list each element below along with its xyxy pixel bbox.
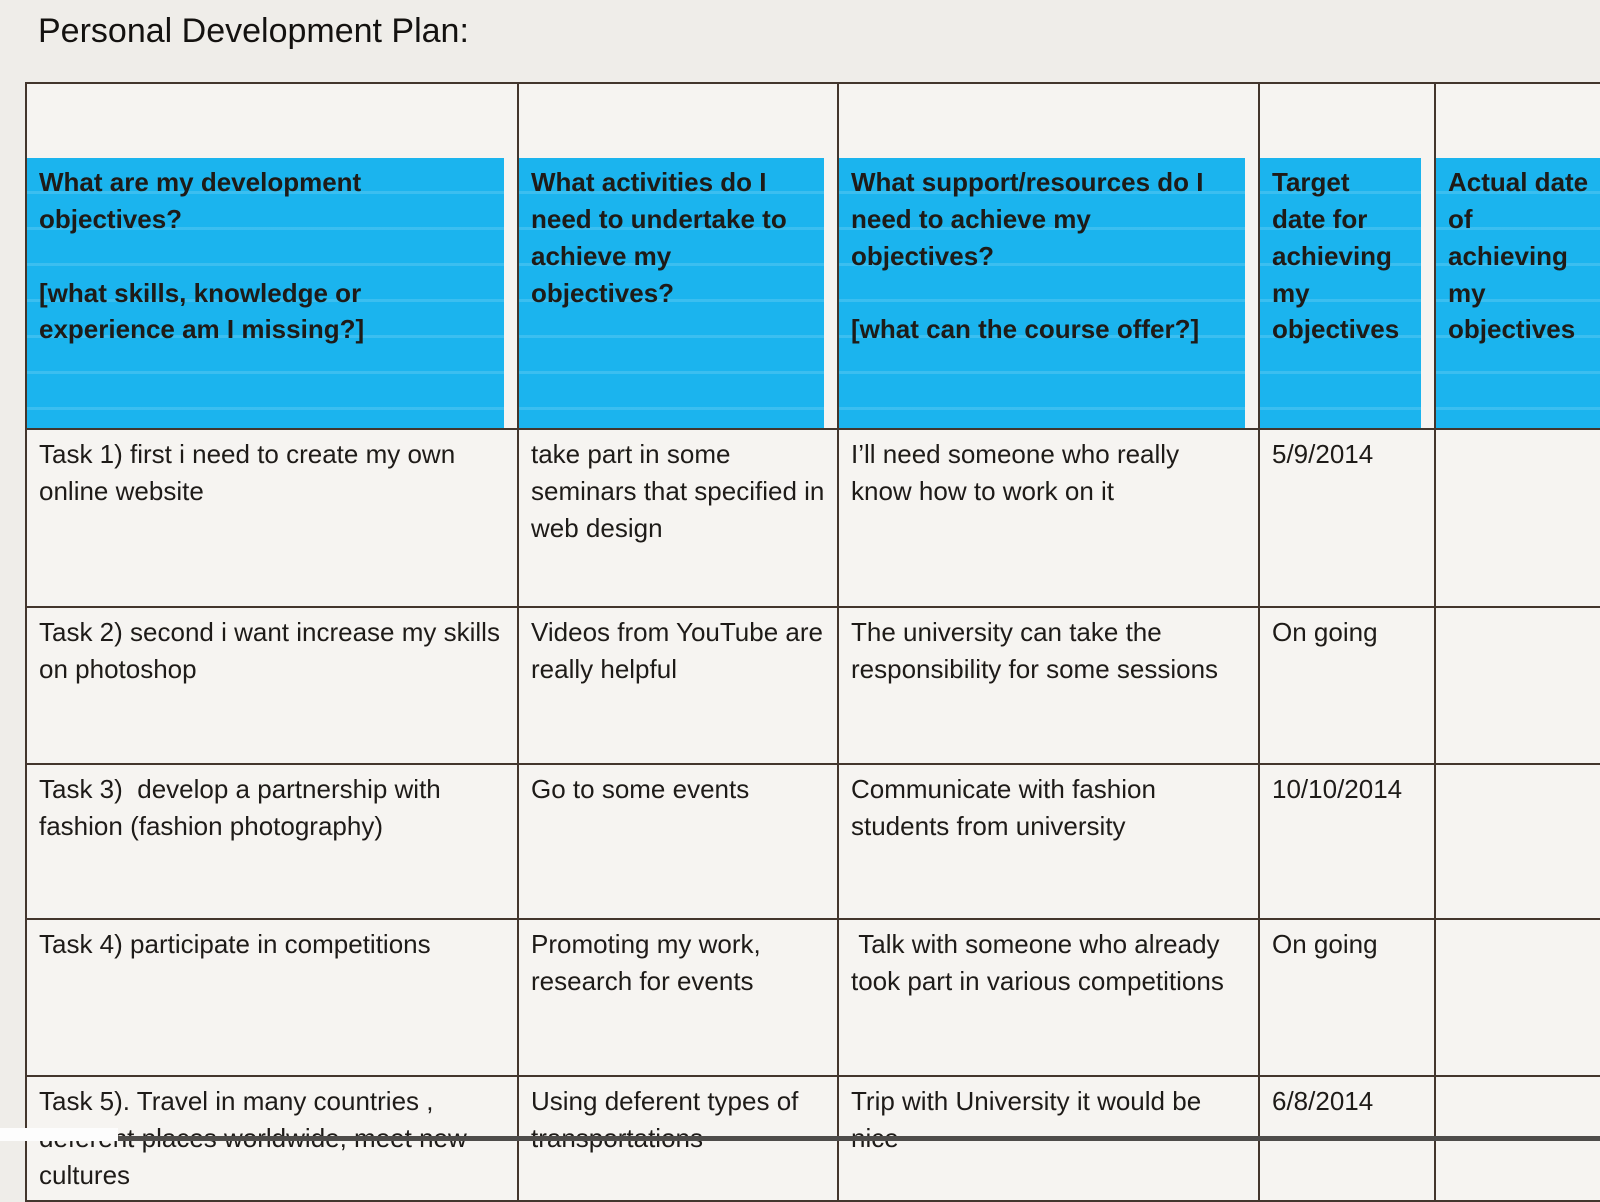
bottom-edge-line [118, 1136, 1600, 1141]
table-row: Task 2) second i want increase my skills… [25, 606, 1600, 766]
bottom-left-corner-artifact [0, 1128, 118, 1141]
column-header-target-date: Target date for achieving my objectives [1258, 81, 1436, 431]
cell-task1-actual-date [1434, 428, 1600, 609]
column-header-support-label: What support/resources do I need to achi… [840, 157, 1245, 428]
cell-task2-support: The university can take the responsibili… [837, 606, 1260, 766]
cell-task3-support: Communicate with fashion students from u… [837, 763, 1260, 921]
table-row: Task 1) first i need to create my own on… [25, 428, 1600, 609]
cell-task1-target-date: 5/9/2014 [1258, 428, 1436, 609]
column-header-objectives: What are my development objectives? [wha… [25, 81, 519, 431]
cell-task2-activities: Videos from YouTube are really helpful [517, 606, 839, 766]
column-header-target-date-label: Target date for achieving my objectives [1261, 157, 1421, 428]
table-row: Task 3) develop a partnership with fashi… [25, 763, 1600, 921]
cell-task4-support: Talk with someone who already took part … [837, 918, 1260, 1078]
cell-task3-actual-date [1434, 763, 1600, 921]
cell-task4-actual-date [1434, 918, 1600, 1078]
cell-task2-objectives: Task 2) second i want increase my skills… [25, 606, 519, 766]
cell-task3-objectives: Task 3) develop a partnership with fashi… [25, 763, 519, 921]
cell-task4-target-date: On going [1258, 918, 1436, 1078]
cell-task1-objectives: Task 1) first i need to create my own on… [25, 428, 519, 609]
cell-task3-target-date: 10/10/2014 [1258, 763, 1436, 921]
cell-task1-activities: take part in some seminars that specifie… [517, 428, 839, 609]
column-header-activities: What activities do I need to undertake t… [517, 81, 839, 431]
column-header-support: What support/resources do I need to achi… [837, 81, 1260, 431]
cell-task4-activities: Promoting my work, research for events [517, 918, 839, 1078]
table-row: Task 4) participate in competitions Prom… [25, 918, 1600, 1078]
column-header-actual-date: Actual date of achieving my objectives [1434, 81, 1600, 431]
column-header-actual-date-label: Actual date of achieving my objectives [1437, 157, 1600, 428]
cell-task4-objectives: Task 4) participate in competitions [25, 918, 519, 1078]
cell-task2-target-date: On going [1258, 606, 1436, 766]
cell-task2-actual-date [1434, 606, 1600, 766]
personal-development-plan-table: What are my development objectives? [wha… [25, 81, 1600, 1202]
cell-task3-activities: Go to some events [517, 763, 839, 921]
page-title: Personal Development Plan: [38, 12, 469, 50]
header-row: What are my development objectives? [wha… [25, 81, 1600, 431]
cell-task1-support: I’ll need someone who really know how to… [837, 428, 1260, 609]
column-header-activities-label: What activities do I need to undertake t… [520, 157, 824, 428]
column-header-objectives-label: What are my development objectives? [wha… [28, 157, 504, 428]
